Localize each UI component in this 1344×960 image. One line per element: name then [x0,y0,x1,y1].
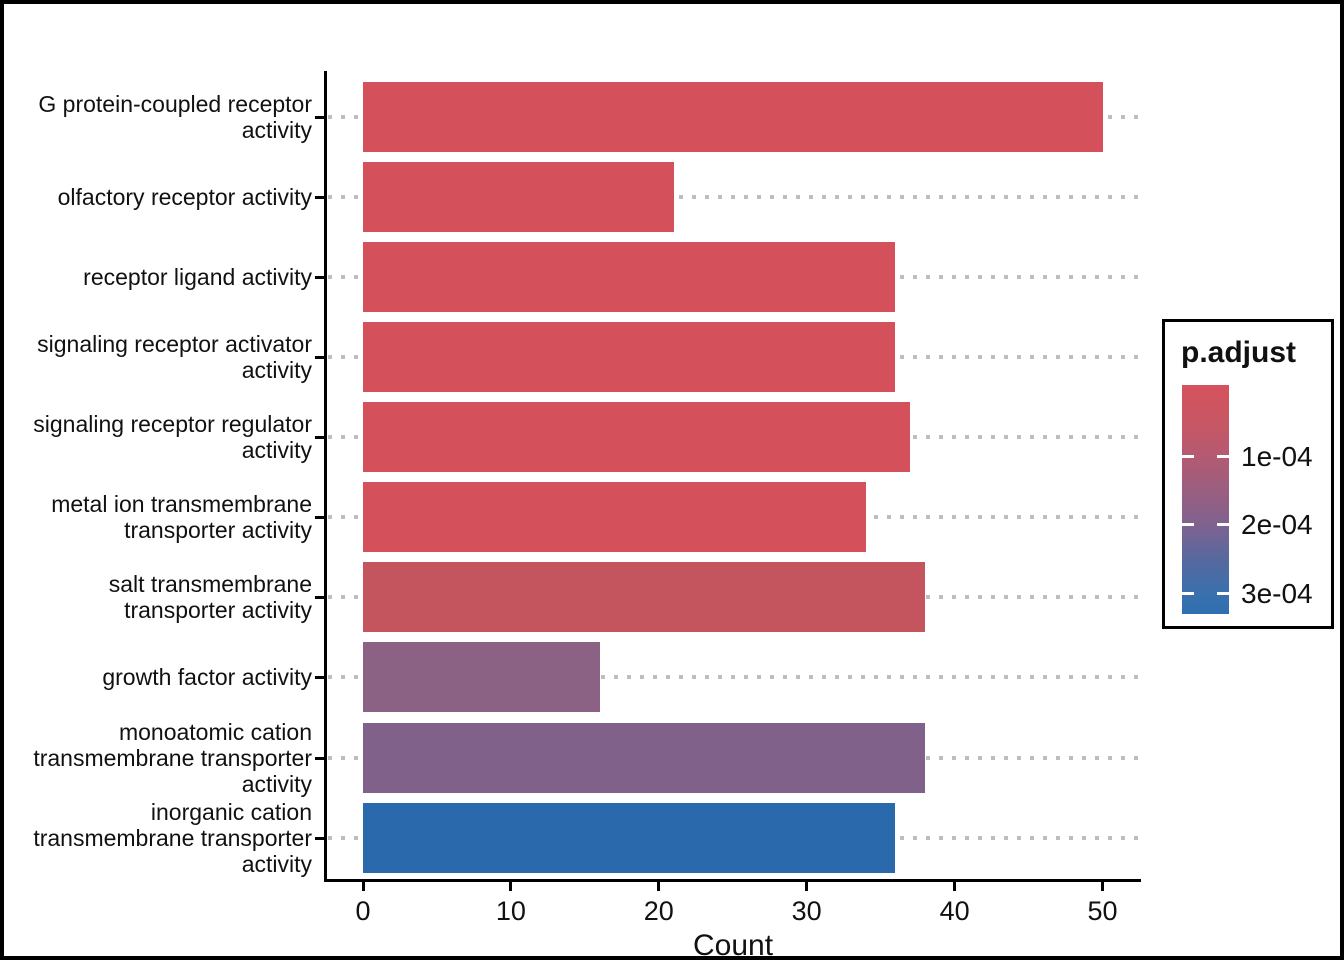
legend-tick-mark [1217,592,1229,596]
y-tick-mark [315,516,324,519]
x-tick-label: 20 [643,896,674,926]
bar [363,723,925,793]
x-tick-label: 40 [939,896,970,926]
y-tick-mark [315,356,324,359]
bar [363,562,925,632]
legend-tick-label: 3e-04 [1241,577,1313,609]
y-tick-mark [315,676,324,679]
legend-tick-label: 2e-04 [1241,508,1313,540]
y-tick-label: receptor ligand activity [83,264,312,291]
y-tick-label: monoatomic cation transmembrane transpor… [33,719,312,797]
x-tick-label: 50 [1087,896,1118,926]
y-axis-line [324,71,327,880]
x-tick-mark [509,882,513,891]
y-tick-mark [315,757,324,760]
y-tick-label: inorganic cation transmembrane transport… [33,799,312,877]
bar [363,82,1103,152]
x-tick-mark [657,882,661,891]
bar [363,642,600,712]
x-tick-label: 10 [495,896,526,926]
x-axis-title: Count [692,929,774,960]
x-tick-mark [805,882,809,891]
y-tick-mark [315,276,324,279]
y-tick-mark [315,436,324,439]
x-tick-label: 30 [791,896,822,926]
legend-tick-mark [1182,455,1194,459]
bar [363,162,674,232]
legend-box: p.adjust 1e-04 2e-04 3e-04 [1162,319,1334,629]
y-tick-label: salt transmembrane transporter activity [108,571,312,623]
gridline [328,195,1138,199]
y-tick-label: signaling receptor regulator activity [33,411,312,463]
y-tick-mark [315,596,324,599]
legend-tick-mark [1217,523,1229,527]
bar [363,803,895,873]
x-axis-line [324,879,1141,882]
y-tick-label: signaling receptor activator activity [37,331,312,383]
y-tick-mark [315,837,324,840]
x-tick-mark [361,882,365,891]
y-tick-label: metal ion transmembrane transporter acti… [51,491,312,543]
x-tick-label: 0 [355,896,371,926]
legend-tick-mark [1182,523,1194,527]
legend-title: p.adjust [1181,336,1297,369]
legend-tick-mark [1217,455,1229,459]
y-tick-label: olfactory receptor activity [57,184,312,211]
legend-gradient-bar [1182,385,1229,614]
legend-tick-label: 1e-04 [1241,440,1313,472]
plot-panel [326,71,1140,879]
y-tick-mark [315,196,324,199]
x-tick-mark [953,882,957,891]
y-tick-label: growth factor activity [102,664,312,691]
legend-tick-mark [1182,592,1194,596]
y-tick-mark [315,116,324,119]
bar [363,242,895,312]
y-tick-label: G protein-coupled receptor activity [38,91,312,143]
bar [363,402,910,472]
x-tick-mark [1101,882,1104,891]
bar [363,482,866,552]
bar [363,322,895,392]
gridline [328,675,1138,679]
